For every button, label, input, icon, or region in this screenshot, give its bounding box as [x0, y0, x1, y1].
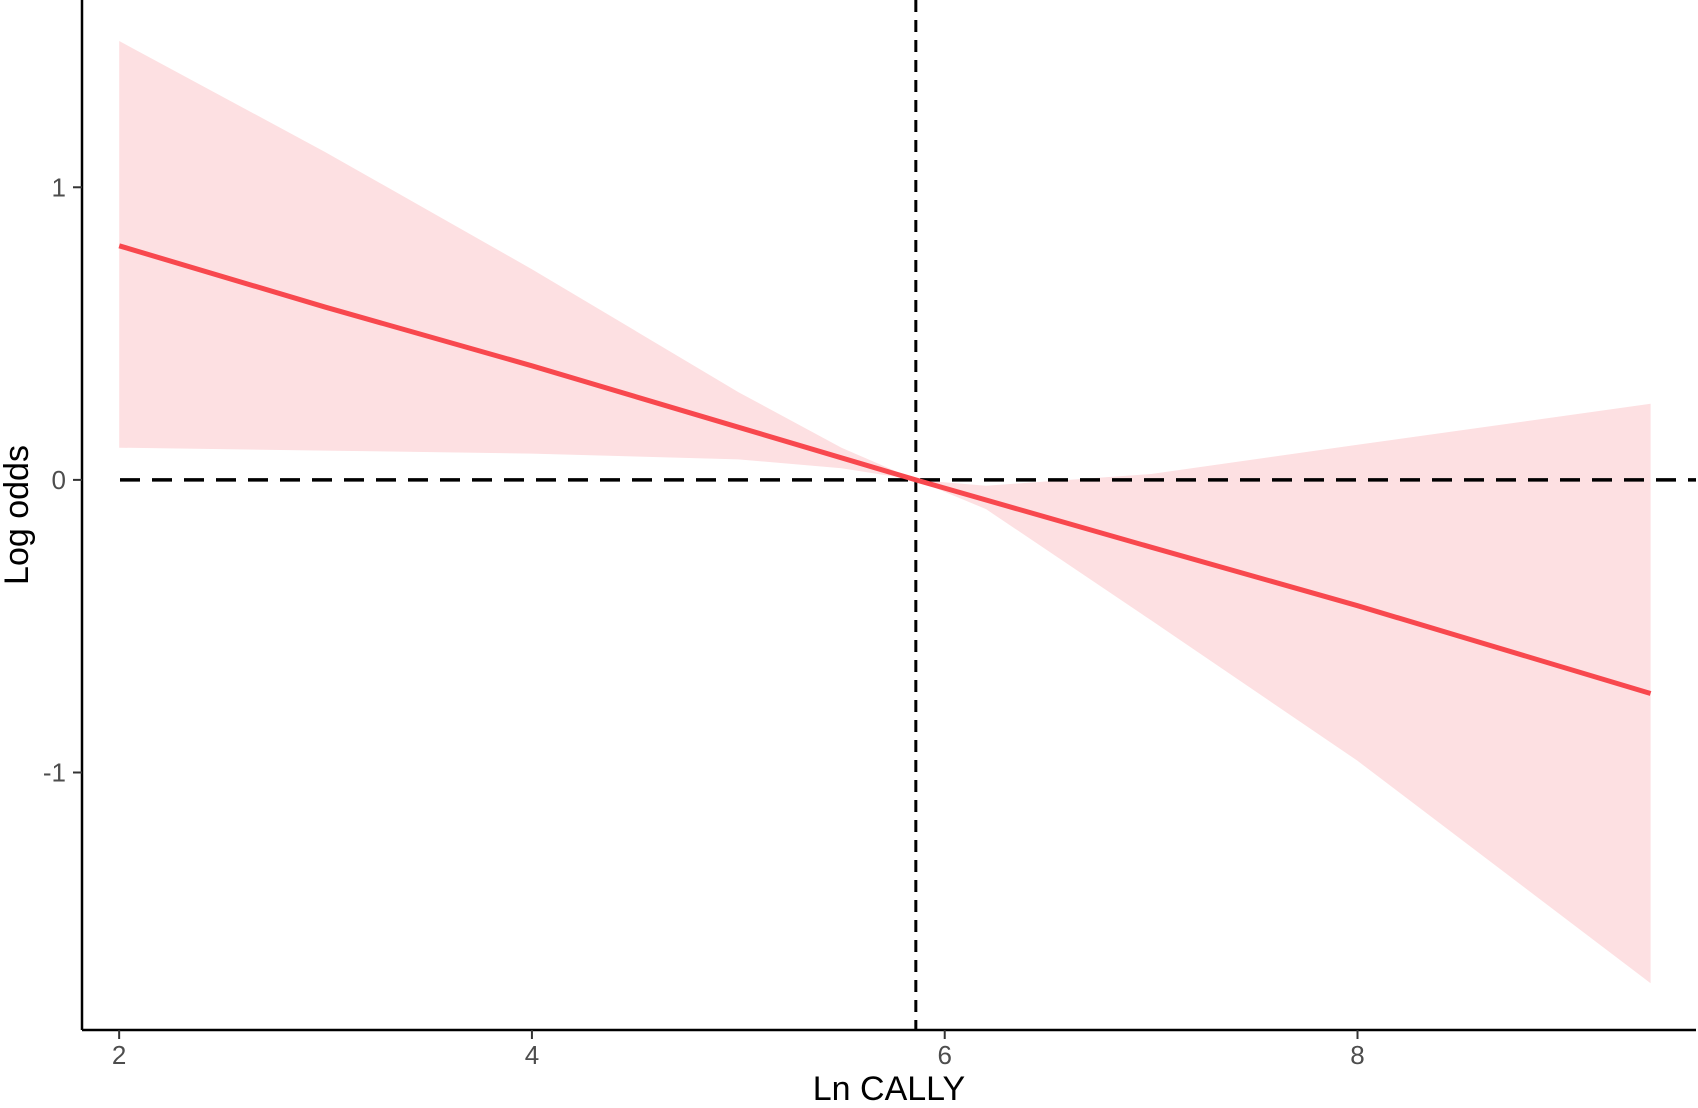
- y-tick-label: 0: [52, 465, 66, 495]
- series-line-layer: [118, 243, 1652, 696]
- axes: 2 4 6 810-1: [43, 0, 1696, 1070]
- x-tick-label: 2: [112, 1040, 126, 1070]
- x-tick-label: 6: [937, 1040, 951, 1070]
- y-tick-label: -1: [43, 758, 66, 788]
- confidence-band: [119, 41, 1651, 984]
- series-line-0: [118, 243, 1652, 696]
- x-tick-label: 4: [525, 1040, 539, 1070]
- confidence-band-layer: [119, 41, 1651, 984]
- y-tick-label: 1: [52, 172, 66, 202]
- y-axis-title: Log odds: [0, 445, 36, 585]
- x-tick-label: 8: [1350, 1040, 1364, 1070]
- x-axis-title: Ln CALLY: [813, 1070, 965, 1108]
